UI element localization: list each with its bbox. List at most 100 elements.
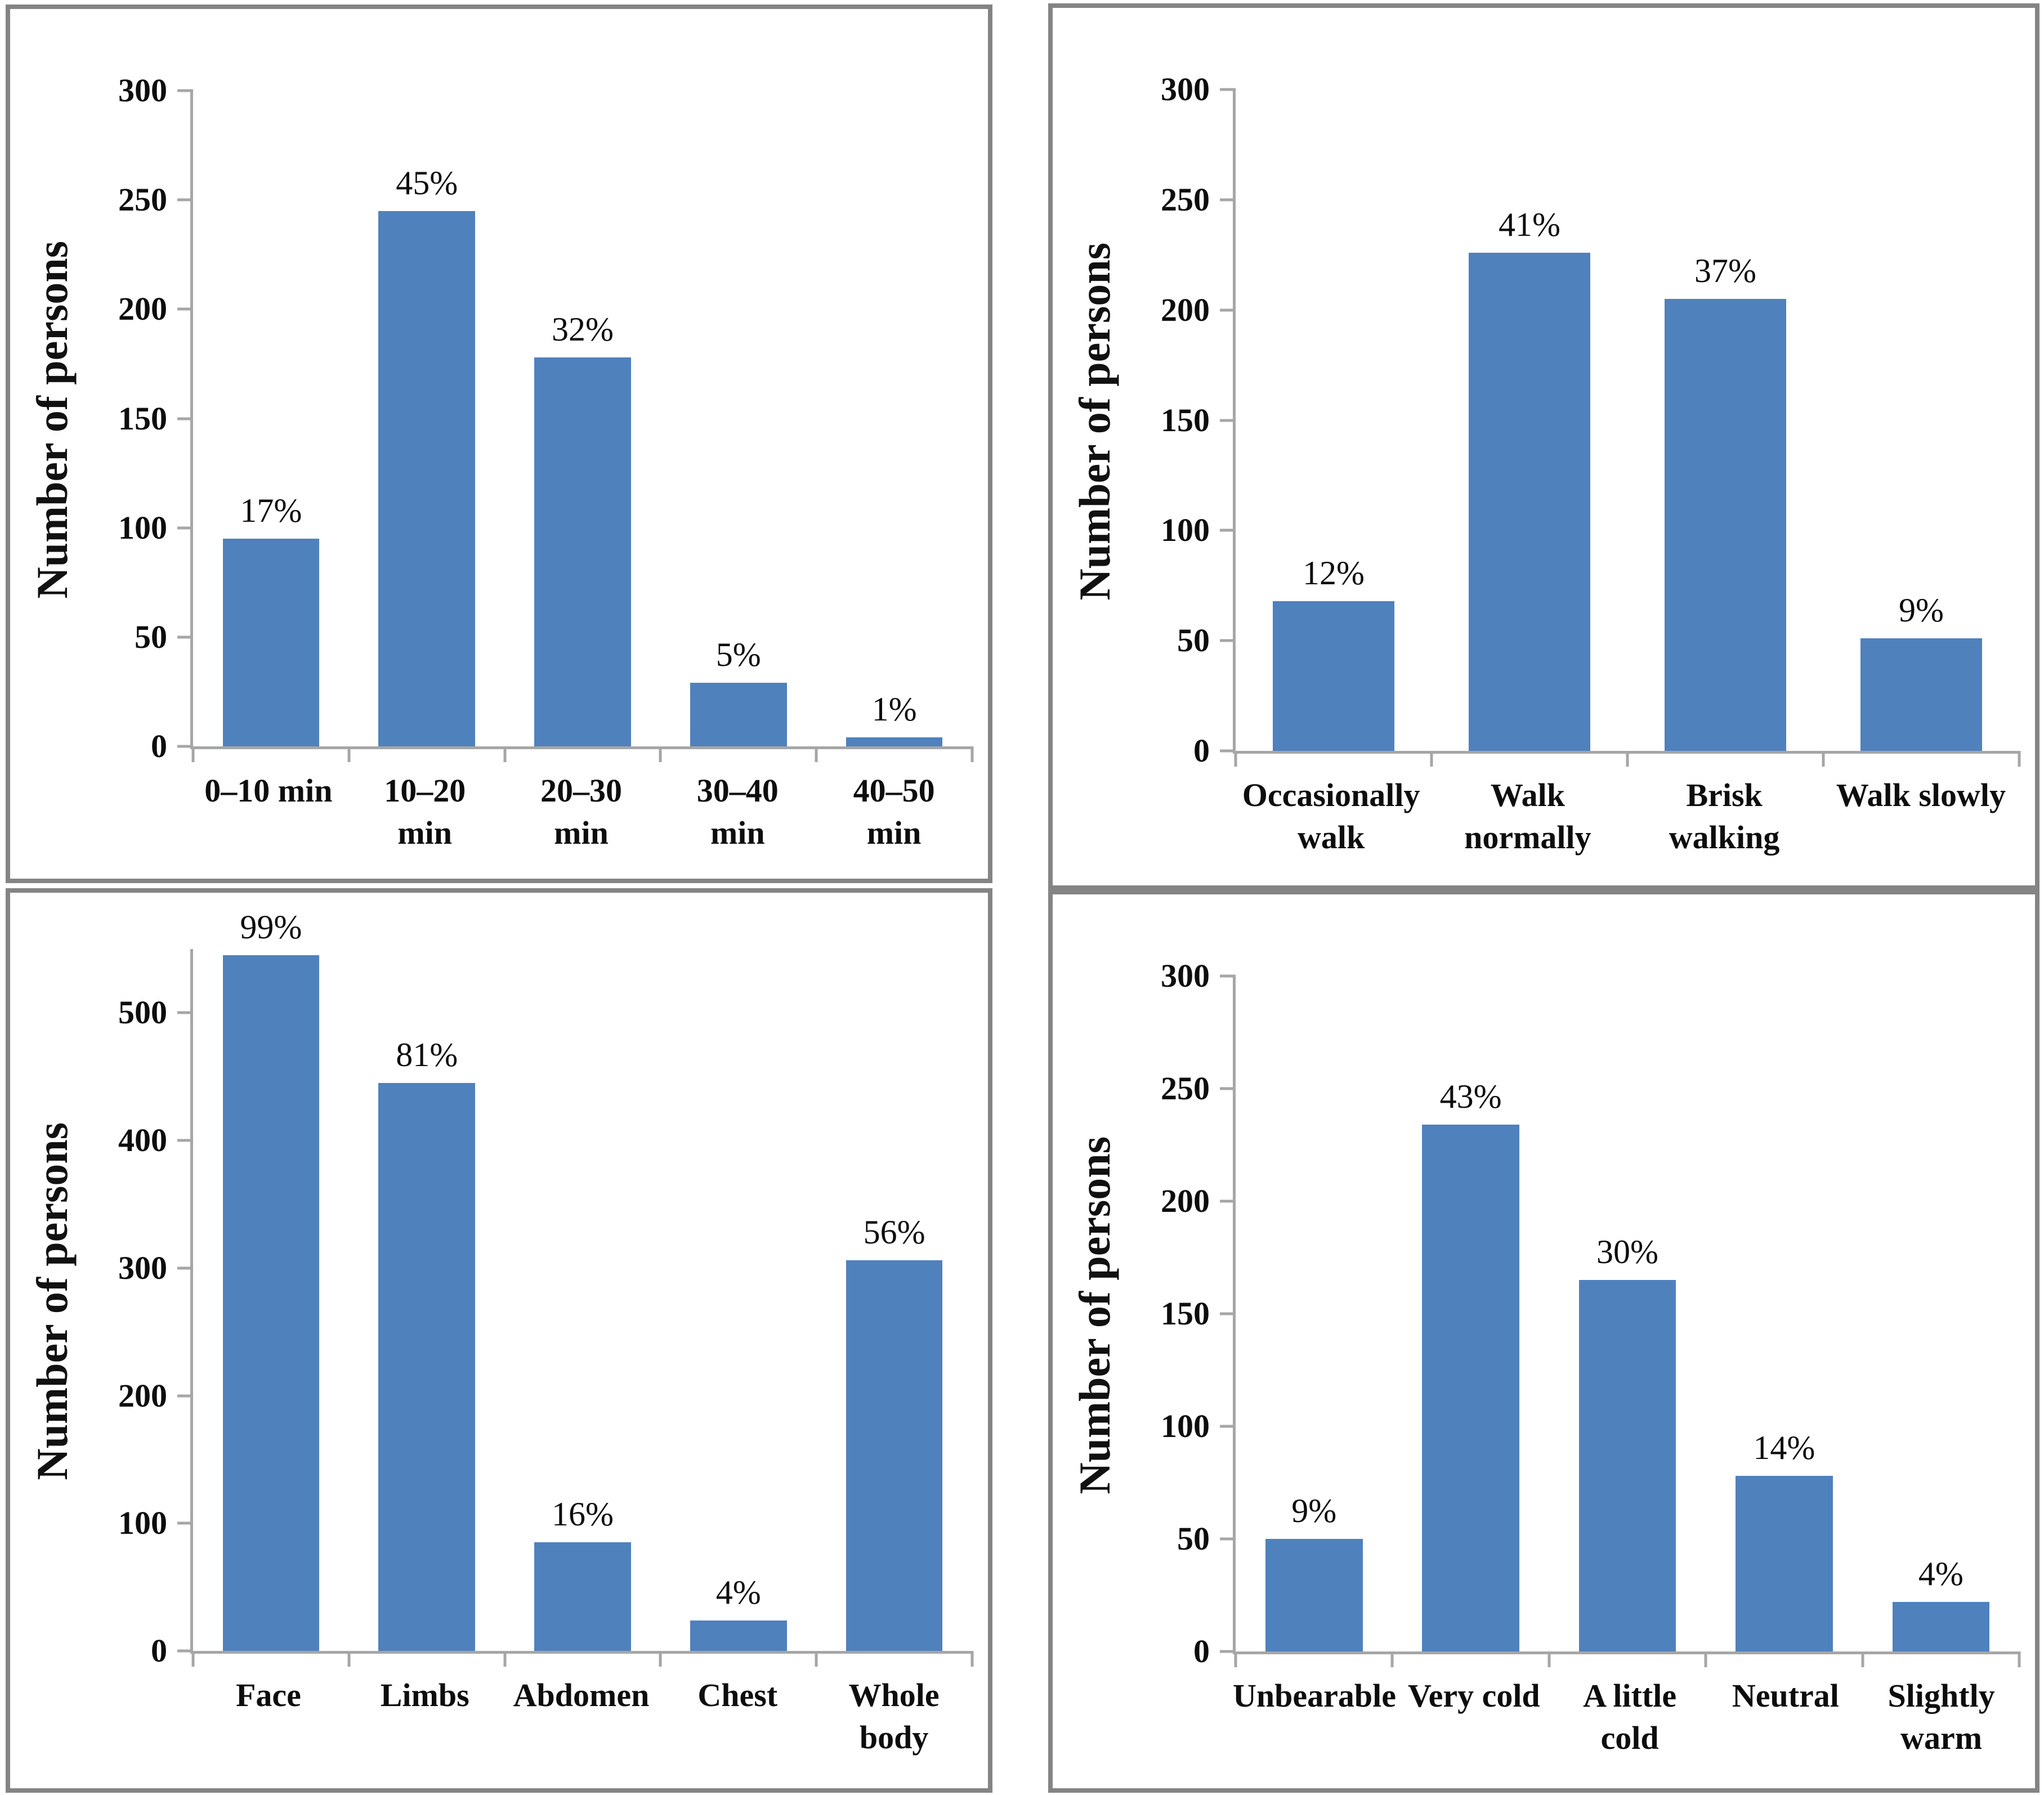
- x-category-label: Face: [235, 1677, 301, 1713]
- y-tick-mark: [177, 635, 193, 639]
- chart-panel-walking-style: Number of persons 0 50 100 150 200 250 300 12% 4…: [1048, 3, 2039, 890]
- x-tick-mark: [191, 1651, 195, 1667]
- bar-slot: 12%: [1236, 89, 1432, 751]
- chart-area: Number of persons 0 100 200 300 400 500 99% 81%…: [10, 893, 988, 1667]
- bar-value-label: 56%: [863, 1214, 925, 1251]
- plot-wrapper: 0 100 200 300 400 500 99% 81% 16% 4% 56%: [95, 893, 988, 1667]
- bar-value-label: 32%: [551, 310, 614, 348]
- bar-slot: 9%: [1236, 976, 1392, 1651]
- x-tick-mark: [815, 746, 818, 762]
- y-axis-title: Number of persons: [28, 1122, 77, 1480]
- y-tick-label: 400: [118, 1122, 167, 1159]
- bar-slots: 12% 41% 37% 9%: [1236, 89, 2019, 751]
- y-tick-mark: [1220, 1425, 1236, 1428]
- bar-slot: 16%: [505, 949, 661, 1651]
- y-axis-title: Number of persons: [28, 241, 77, 599]
- bar: [1892, 1602, 1990, 1651]
- y-tick-label: 50: [135, 618, 167, 655]
- y-tick-mark: [1220, 88, 1236, 91]
- bar-value-label: 30%: [1596, 1233, 1659, 1270]
- y-tick-label: 300: [1161, 957, 1210, 994]
- x-tick-mark: [1822, 751, 1825, 767]
- plot-area: 0 100 200 300 400 500 99% 81% 16% 4% 56%: [118, 910, 974, 1667]
- plot-wrapper: 0 50 100 150 200 250 300 9% 43% 30% 14% 4%: [1137, 894, 2035, 1668]
- y-tick-mark: [177, 526, 193, 530]
- bar: [378, 1083, 475, 1651]
- x-category-label: Walk slowly: [1836, 777, 2006, 813]
- bar: [222, 955, 320, 1651]
- bar: [222, 539, 320, 746]
- y-tick-mark: [1220, 308, 1236, 312]
- y-axis-title: Number of persons: [1070, 1136, 1119, 1494]
- x-tick-mark: [659, 746, 662, 762]
- x-tick-mark: [1390, 1651, 1394, 1667]
- y-tick-label: 200: [118, 290, 167, 328]
- x-category-label: Limbs: [380, 1677, 469, 1713]
- chart-panel-body-part: Number of persons 0 100 200 300 400 500 99% 81%…: [6, 888, 992, 1793]
- y-tick-mark: [177, 89, 193, 92]
- y-tick-mark: [177, 198, 193, 202]
- x-category-label: 0–10 min: [204, 772, 333, 809]
- bar-slot: 45%: [349, 91, 505, 746]
- bar-value-label: 17%: [240, 492, 302, 530]
- x-axis-label-row: Unbearable Very cold A little cold Neutral Sl…: [1053, 1654, 2035, 1788]
- x-category-label: Chest: [697, 1677, 778, 1713]
- bar: [1469, 252, 1590, 751]
- x-tick-mark: [347, 1651, 351, 1667]
- y-tick-label: 300: [1161, 71, 1210, 108]
- bar-slot: 32%: [505, 91, 661, 746]
- y-tick-label: 150: [1161, 401, 1210, 438]
- y-tick-mark: [177, 1521, 193, 1525]
- y-axis-title-column: Number of persons: [10, 9, 95, 749]
- bar: [690, 1620, 787, 1651]
- bar: [534, 1542, 631, 1651]
- bar-value-label: 1%: [871, 691, 917, 728]
- y-tick-label: 0: [151, 728, 167, 764]
- plot-area: 0 50 100 150 200 250 300 12% 41% 37% 9%: [1161, 73, 2021, 767]
- bar-value-label: 9%: [1899, 592, 1944, 629]
- plot-wrapper: 0 50 100 150 200 250 300 12% 41% 37% 9%: [1137, 8, 2035, 767]
- y-tick-mark: [1220, 529, 1236, 532]
- x-category-label: Brisk walking: [1669, 777, 1780, 856]
- y-tick-label: 0: [1193, 732, 1210, 769]
- y-tick-mark: [177, 1266, 193, 1270]
- x-category-label: Abdomen: [513, 1677, 650, 1713]
- y-tick-mark: [177, 1139, 193, 1142]
- y-tick-label: 250: [1161, 181, 1210, 218]
- x-category-label: Slightly warm: [1888, 1677, 1995, 1757]
- y-axis-title-column: Number of persons: [1053, 8, 1137, 754]
- x-axis-label-row: 0–10 min 10–20 min 20–30 min 30–40 min 40–50 min: [10, 749, 988, 879]
- y-tick-label: 500: [118, 994, 167, 1031]
- y-tick-label: 100: [1161, 512, 1210, 549]
- bar: [378, 211, 475, 746]
- y-tick-mark: [1220, 1199, 1236, 1203]
- bar-value-label: 5%: [715, 636, 761, 674]
- x-tick-mark: [1234, 751, 1237, 767]
- bar: [846, 737, 943, 746]
- bar-slot: 17%: [193, 91, 349, 746]
- y-tick-mark: [177, 417, 193, 420]
- y-tick-label: 100: [1161, 1408, 1210, 1444]
- bar: [1736, 1476, 1833, 1651]
- chart-panel-duration: Number of persons 0 50 100 150 200 250 300 17% 4…: [6, 5, 992, 883]
- chart-panel-thermal-sensation: Number of persons 0 50 100 150 200 250 300 9% 43…: [1048, 890, 2039, 1793]
- plot-wrapper: 0 50 100 150 200 250 300 17% 45% 32% 5% 1%: [95, 9, 988, 763]
- x-category-label: 40–50 min: [853, 772, 935, 852]
- bar-value-label: 37%: [1694, 252, 1756, 290]
- x-tick-mark: [1234, 1651, 1237, 1667]
- bar-value-label: 41%: [1499, 205, 1560, 243]
- y-tick-label: 50: [1177, 622, 1210, 659]
- bar-slot: 9%: [1823, 89, 2019, 751]
- bar-slot: 99%: [193, 910, 349, 1651]
- y-tick-label: 0: [151, 1632, 167, 1669]
- x-axis-categories: 0–10 min 10–20 min 20–30 min 30–40 min 40–50 min: [190, 749, 972, 854]
- bar-value-label: 12%: [1303, 554, 1365, 592]
- y-tick-label: 300: [118, 1249, 167, 1286]
- plot-area: 0 50 100 150 200 250 300 17% 45% 32% 5% 1%: [118, 74, 974, 763]
- bar-value-label: 81%: [396, 1036, 458, 1074]
- y-tick-label: 200: [1161, 1183, 1210, 1219]
- y-tick-mark: [1220, 419, 1236, 422]
- y-tick-mark: [1220, 749, 1236, 753]
- bar: [846, 1260, 943, 1651]
